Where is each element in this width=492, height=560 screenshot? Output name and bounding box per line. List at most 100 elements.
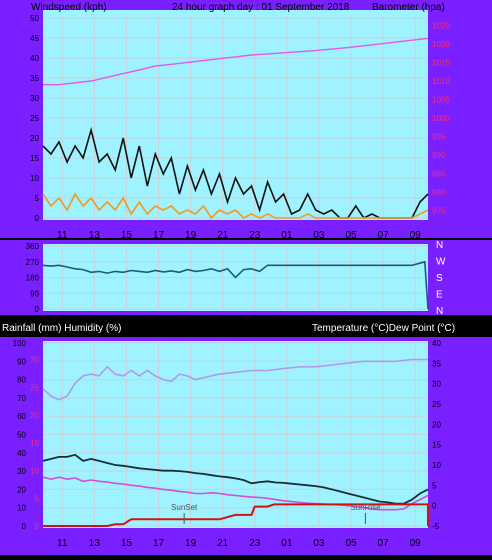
humidity-tick-label: 40: [17, 449, 26, 458]
sun-marker-label: SunRise: [350, 503, 381, 512]
top-panel: Windspeed (kph) 24 hour graph day : 01 S…: [0, 0, 492, 241]
rainfall-tick-label: 10: [30, 467, 39, 476]
direction-tick-label: 180: [26, 274, 40, 283]
humidity-tick-label: 0: [22, 522, 27, 531]
wind-axis-label: Windspeed (kph): [31, 2, 107, 13]
direction-series: [42, 260, 429, 310]
compass-label: W: [436, 257, 446, 268]
barometer-tick-label: 1010: [432, 77, 450, 86]
barometer-tick-label: 985: [432, 170, 446, 179]
wind-tick-label: 30: [30, 94, 39, 103]
x-tick-label: 13: [89, 230, 101, 241]
wind-series: [42, 37, 429, 220]
wind-tick-label: 20: [30, 134, 39, 143]
x-tick-label: 07: [378, 230, 390, 241]
humidity-tick-label: 10: [17, 504, 26, 513]
temperature-tick-label: 25: [432, 400, 441, 409]
direction-tick-label: 270: [26, 258, 40, 267]
compass-label: E: [436, 290, 443, 301]
direction-tick-label: 0: [35, 305, 40, 314]
x-tick-label: 13: [89, 538, 101, 549]
temperature-tick-label: 20: [432, 420, 441, 429]
direction-tick-label: 90: [30, 289, 39, 298]
x-tick-label: 05: [345, 538, 357, 549]
x-tick-label: 09: [410, 230, 422, 241]
wind-tick-label: 10: [30, 174, 39, 183]
wind-tick-label: 35: [30, 74, 39, 83]
chart-title: 24 hour graph day : 01 September 2018: [172, 2, 350, 13]
humidity-tick-label: 100: [13, 339, 27, 348]
x-tick-label: 23: [249, 230, 261, 241]
wind-tick-label: 50: [30, 14, 39, 23]
x-tick-label: 01: [281, 538, 293, 549]
x-tick-label: 05: [345, 230, 357, 241]
temperature-tick-label: 5: [432, 481, 437, 490]
humidity-tick-label: 30: [17, 467, 26, 476]
compass-label: N: [436, 240, 443, 251]
barometer-tick-label: 980: [432, 188, 446, 197]
temperature-dewpoint-label: Temperature (°C)Dew Point (°C): [312, 323, 455, 334]
x-tick-label: 15: [121, 230, 133, 241]
x-tick-label: 03: [313, 230, 325, 241]
x-tick-label: 17: [153, 230, 165, 241]
temperature-tick-label: 35: [432, 359, 441, 368]
barometer-tick-label: 1015: [432, 58, 450, 67]
barometer-tick-label: 1000: [432, 114, 450, 123]
rainfall-tick-label: 20: [30, 411, 39, 420]
temperature-tick-label: 40: [432, 339, 441, 348]
x-tick-label: 09: [410, 538, 422, 549]
barometer-tick-label: 975: [432, 207, 446, 216]
x-tick-label: 19: [185, 230, 197, 241]
x-tick-label: 01: [281, 230, 293, 241]
humidity-tick-label: 70: [17, 394, 26, 403]
humidity-axis-ticks: 0 10 20 30 40 50 60 70 80 90 100: [13, 339, 27, 531]
wind-tick-label: 40: [30, 54, 39, 63]
humidity-tick-label: 90: [17, 357, 26, 366]
x-tick-label: 15: [121, 538, 133, 549]
x-tick-label: 21: [217, 538, 229, 549]
barometer-tick-label: 1005: [432, 95, 450, 104]
x-tick-label: 07: [378, 538, 390, 549]
barometer-axis-ticks: 975 980 985 990 995 1000 1005 1010 1015 1020 1025: [432, 21, 450, 215]
x-tick-label: 17: [153, 538, 165, 549]
humidity-tick-label: 60: [17, 412, 26, 421]
top-grid: [43, 17, 428, 219]
barometer-axis-label: Barometer (hpa): [372, 2, 445, 13]
compass-label: N: [436, 306, 443, 317]
direction-axis-ticks: 360 270 180 90 0: [26, 242, 40, 314]
series-temperature: [42, 453, 429, 505]
rainfall-tick-label: 15: [30, 439, 39, 448]
series-dewpoint: [42, 476, 429, 511]
temperature-tick-label: 15: [432, 441, 441, 450]
rainfall-tick-label: 5: [35, 494, 40, 503]
x-tick-label: 19: [185, 538, 197, 549]
bottom-x-labels: 11 13 15 17 19 21 23 01 03 05 07 09: [57, 538, 421, 549]
humidity-tick-label: 50: [17, 431, 26, 440]
x-tick-label: 23: [249, 538, 261, 549]
temperature-axis-ticks: -5 0 5 10 15 20 25 30 35 40: [432, 339, 441, 531]
series-humidity: [42, 358, 428, 401]
series-rain: [43, 503, 429, 527]
lower-header-bg: [0, 317, 492, 335]
temperature-tick-label: 10: [432, 461, 441, 470]
barometer-tick-label: 990: [432, 151, 446, 160]
compass-label: S: [436, 273, 443, 284]
x-tick-label: 11: [57, 538, 68, 549]
rainfall-axis-ticks: 0 5 10 15 20 25 30: [30, 356, 39, 531]
rainfall-tick-label: 0: [35, 522, 40, 531]
wind-axis-ticks: 0 5 10 15 20 25 30 35 40 45 50: [30, 14, 39, 223]
sun-annotations: SunSet SunRise: [171, 503, 381, 524]
x-tick-label: 21: [217, 230, 229, 241]
temperature-tick-label: 0: [432, 502, 437, 511]
humidity-tick-label: 80: [17, 376, 26, 385]
sun-marker-label: SunSet: [171, 503, 198, 512]
barometer-tick-label: 1020: [432, 40, 450, 49]
lower-header: Rainfall (mm) Humidity (%) Temperature (…: [0, 317, 492, 335]
x-tick-label: 03: [313, 538, 325, 549]
barometer-tick-label: 995: [432, 133, 446, 142]
barometer-tick-label: 1025: [432, 21, 450, 30]
top-x-labels: 11 13 15 17 19 21 23 01 03 05 07 09: [57, 230, 421, 241]
